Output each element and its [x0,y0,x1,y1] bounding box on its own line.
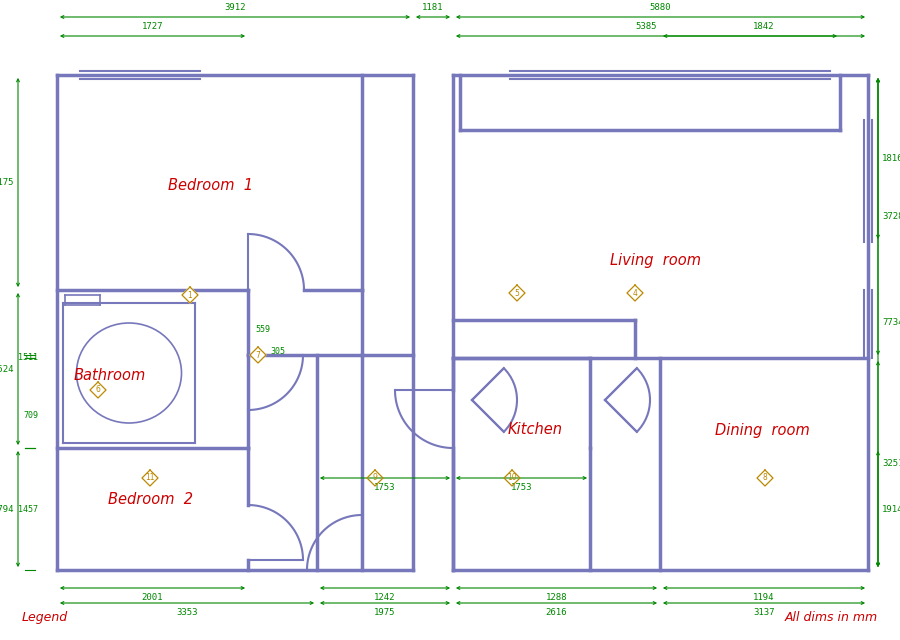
Text: 559: 559 [255,326,270,335]
Wedge shape [605,368,650,432]
Text: Bathroom: Bathroom [74,367,146,383]
Text: 11: 11 [145,474,155,483]
Text: Living  room: Living room [609,253,700,268]
Text: Legend: Legend [22,611,68,624]
Text: 7: 7 [256,351,260,360]
Polygon shape [90,382,106,398]
Text: 7734: 7734 [882,318,900,327]
Polygon shape [182,287,198,303]
Text: 1: 1 [187,291,193,300]
Text: 3353: 3353 [176,608,198,617]
Text: 10: 10 [508,474,517,483]
Text: 3137: 3137 [753,608,775,617]
Text: 1511: 1511 [18,353,38,362]
Text: Kitchen: Kitchen [508,422,562,438]
Text: 2794: 2794 [0,504,14,513]
Text: Bedroom  1: Bedroom 1 [167,177,253,193]
Text: 1194: 1194 [753,593,775,602]
Text: 709: 709 [23,410,38,419]
Text: 6: 6 [95,385,101,394]
Text: 1242: 1242 [374,593,396,602]
Text: Dining  room: Dining room [715,422,809,438]
Text: 1181: 1181 [422,3,444,12]
Text: 1288: 1288 [545,593,567,602]
Polygon shape [367,470,383,486]
Polygon shape [142,470,158,486]
Text: 1457: 1457 [18,506,38,515]
Text: Bedroom  2: Bedroom 2 [107,493,193,508]
Text: 1753: 1753 [374,483,396,492]
Text: 9: 9 [373,474,377,483]
Text: 1914: 1914 [882,504,900,513]
Text: 3728: 3728 [882,212,900,221]
Polygon shape [250,347,266,363]
Text: 8: 8 [762,474,768,483]
Text: 2001: 2001 [142,593,163,602]
Polygon shape [757,470,773,486]
Polygon shape [509,285,525,301]
Text: 1842: 1842 [753,22,775,31]
Text: 1727: 1727 [142,22,163,31]
Text: 1816: 1816 [882,154,900,163]
Text: 305: 305 [270,348,285,356]
Text: 3912: 3912 [224,3,246,12]
Polygon shape [627,285,643,301]
Polygon shape [504,470,520,486]
Text: 5880: 5880 [650,3,671,12]
Text: All dims in mm: All dims in mm [785,611,878,624]
Text: 2616: 2616 [545,608,567,617]
Text: 5: 5 [515,289,519,298]
Text: 1524: 1524 [0,365,14,374]
Text: 1975: 1975 [374,608,396,617]
Text: 3251: 3251 [882,460,900,468]
Text: 5385: 5385 [635,22,657,31]
Wedge shape [472,368,517,432]
Text: 4: 4 [633,289,637,298]
Text: 1753: 1753 [511,483,532,492]
Text: 3175: 3175 [0,178,14,187]
